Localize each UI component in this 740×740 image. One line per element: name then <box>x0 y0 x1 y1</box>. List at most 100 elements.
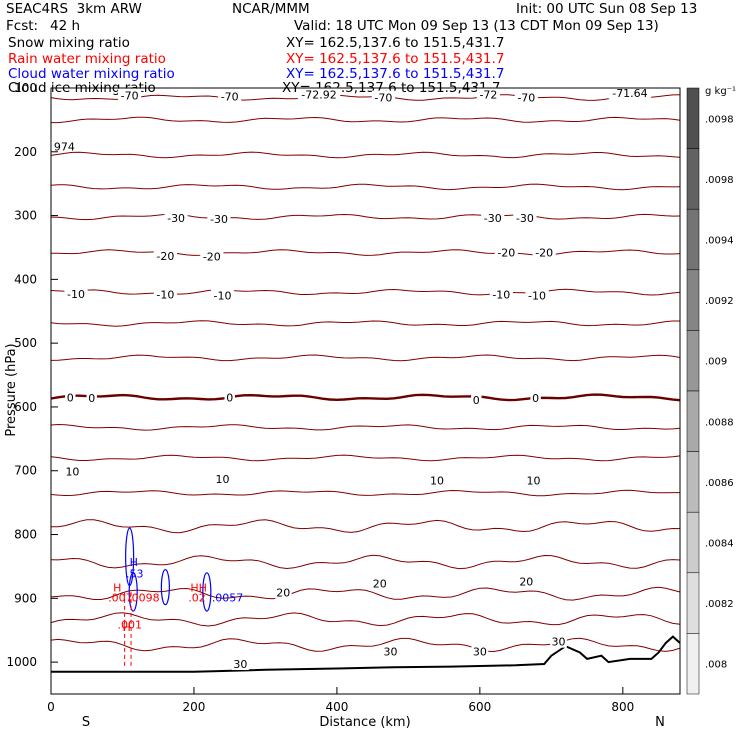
org-label: NCAR/MMM <box>232 1 310 17</box>
y-tick-label: 800 <box>14 528 37 542</box>
colorbar-swatch <box>686 390 700 452</box>
colorbar-swatch <box>686 208 700 271</box>
contour-label: -20 <box>535 247 553 260</box>
contour-label: 0 <box>473 394 480 407</box>
contour-label-bg <box>494 245 518 259</box>
isotherm-line <box>50 320 680 327</box>
contour-label: -72.92 <box>301 88 336 101</box>
y-tick-label: 300 <box>14 209 37 223</box>
contour-label-bg <box>608 86 652 100</box>
contour-label: -10 <box>156 289 174 302</box>
x-tick-label: 600 <box>468 700 491 714</box>
isotherm-line <box>50 151 681 159</box>
contour-label-bg <box>476 87 501 101</box>
colorbar-label: .0098 <box>705 114 734 125</box>
contour-label: 10 <box>216 473 230 486</box>
isotherm-line <box>50 637 681 653</box>
contour-label-bg <box>274 585 292 599</box>
contour-label-bg <box>64 464 81 478</box>
contour-label: 10 <box>430 474 444 487</box>
x-tick-label: 200 <box>183 700 206 714</box>
colorbar-swatch <box>686 633 700 695</box>
isotherm-line <box>50 393 681 402</box>
contour-label: -20 <box>497 247 515 260</box>
contour-label-bg <box>514 90 538 104</box>
contour-annotation: .001 <box>117 618 142 631</box>
isotherm-line <box>50 554 681 570</box>
contour-label-bg <box>214 472 231 486</box>
colorbar-swatch <box>686 572 700 634</box>
contour-label-bg <box>164 211 188 225</box>
valid-time: Valid: 18 UTC Mon 09 Sep 13 (13 CDT Mon … <box>294 18 659 34</box>
contour-label-bg <box>471 392 482 406</box>
y-tick-label: 200 <box>14 145 37 159</box>
cloud-water-contour <box>160 569 170 606</box>
contour-label-bg <box>118 88 142 102</box>
colorbar-label: .009 <box>705 357 727 368</box>
colorbar-units: g kg⁻¹ <box>705 86 736 97</box>
y-tick-label: 400 <box>14 272 37 286</box>
contour-label: 30 <box>384 645 398 658</box>
legend-name-cloud-water: Cloud water mixing ratio <box>8 66 175 82</box>
contour-label: -30 <box>167 212 185 225</box>
colorbar-label: .0084 <box>705 539 734 550</box>
y-tick-label: 100 <box>14 81 37 95</box>
contour-label: -20 <box>156 250 174 263</box>
contour-label: -30 <box>516 212 534 225</box>
contour-label: -20 <box>203 250 221 263</box>
contour-label-bg <box>64 287 88 301</box>
contour-label-bg <box>65 390 76 404</box>
contour-label: 20 <box>519 576 533 589</box>
contour-annotation: .0098 <box>128 592 160 605</box>
contour-label: -70 <box>121 90 139 103</box>
isotherm-line <box>50 94 681 101</box>
isotherm-line <box>50 612 681 627</box>
isotherm-line <box>50 454 681 462</box>
legend-name-rain: Rain water mixing ratio <box>8 51 166 67</box>
colorbar-swatch <box>686 87 700 149</box>
plot-frame <box>50 87 681 695</box>
legend-name-snow: Snow mixing ratio <box>8 35 130 51</box>
contour-label-bg <box>371 90 395 104</box>
isotherm-line <box>51 519 681 534</box>
contour-label-bg <box>232 657 249 671</box>
contour-label: -10 <box>492 289 510 302</box>
cloud-water-contour <box>202 572 212 612</box>
contour-annotation: H <box>130 556 138 569</box>
contour-label-bg <box>428 473 446 487</box>
contour-label: -70 <box>517 92 535 105</box>
contour-label: -10 <box>528 289 546 302</box>
x-tick-label: 800 <box>611 700 634 714</box>
x-tick-label: 0 <box>47 700 55 714</box>
contour-label: 30 <box>233 658 247 671</box>
endpoint-right-label: N <box>655 715 665 730</box>
contour-label-bg <box>513 211 537 225</box>
colorbar-swatch <box>686 451 700 513</box>
colorbar-label: .008 <box>705 660 727 671</box>
contour-label-bg <box>153 248 177 262</box>
y-tick-label: 600 <box>14 400 37 414</box>
y-tick-label: 700 <box>14 464 37 478</box>
isotherm-line <box>50 249 681 256</box>
endpoint-left-label: S <box>82 715 90 730</box>
contour-annotation: .02 <box>188 592 206 605</box>
contour-label: 30 <box>551 636 565 649</box>
colorbar-swatch <box>686 330 700 392</box>
contour-annotation: .007 <box>108 592 133 605</box>
contour-label-bg <box>200 249 224 263</box>
forecast-value: 42 h <box>50 18 81 34</box>
isotherm-line <box>50 489 680 497</box>
contour-label-bg <box>153 287 177 301</box>
contour-annotation: .0057 <box>212 592 244 605</box>
isotherm-line <box>50 586 681 601</box>
legend-xy-rain: XY= 162.5,137.6 to 151.5,431.7 <box>286 51 505 67</box>
colorbar-swatch <box>686 148 700 210</box>
contour-label: 10 <box>65 465 79 478</box>
legend-xy-cloud-water: XY= 162.5,137.6 to 151.5,431.7 <box>286 66 505 82</box>
contour-label-bg <box>525 288 549 302</box>
colorbar-label: .0092 <box>705 296 734 307</box>
contour-label: 10 <box>526 474 540 487</box>
y-axis-title: Pressure (hPa) <box>4 343 19 436</box>
colorbar-label: .0094 <box>705 236 734 247</box>
